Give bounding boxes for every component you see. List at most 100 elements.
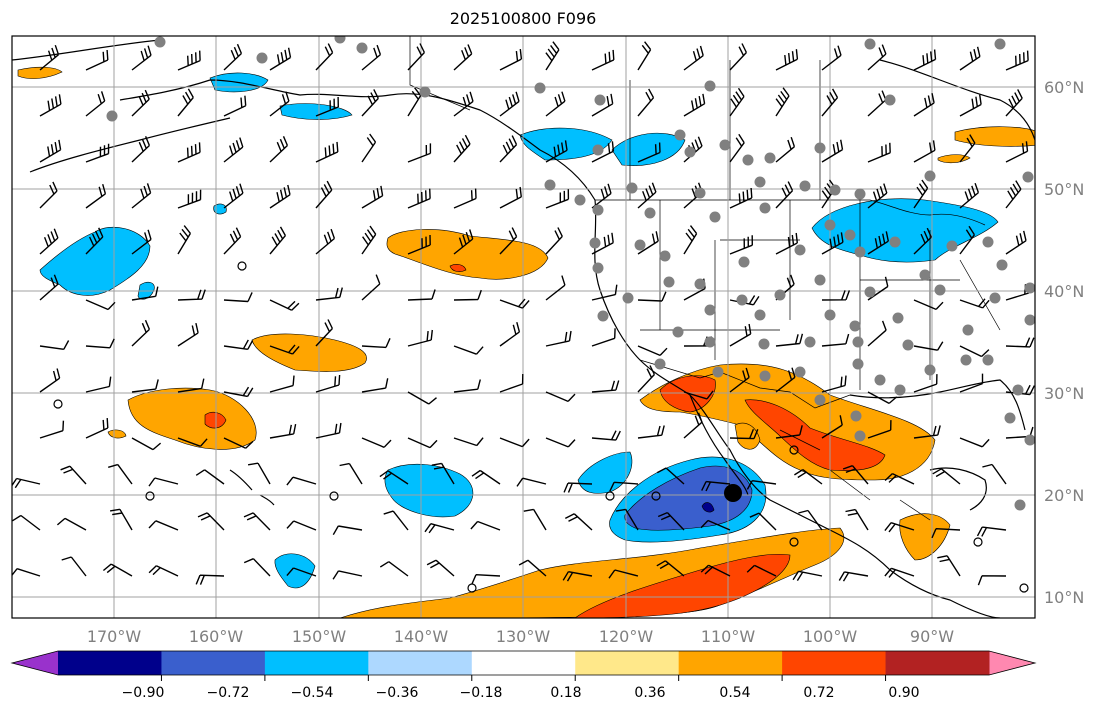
coastline-hudson [879, 59, 1035, 141]
wind-barb [913, 179, 929, 209]
wind-barb [637, 88, 655, 117]
wind-barb [821, 232, 844, 255]
calm-circle [973, 537, 983, 547]
blue-region-west-pacific [39, 226, 151, 296]
lat-label: 60°N [1044, 78, 1084, 97]
wind-barb [545, 227, 563, 255]
colorbar-label: −0.90 [122, 685, 165, 701]
wind-barb [197, 512, 225, 531]
station-marker [854, 430, 866, 442]
map-frame [11, 35, 1036, 619]
wind-barb [315, 319, 334, 347]
wind-barb [746, 480, 777, 490]
red-region-tropical-east [574, 553, 791, 618]
station-marker [592, 144, 604, 156]
wind-barb [545, 140, 568, 163]
station-marker [419, 86, 431, 98]
wind-barb [499, 186, 522, 209]
station-marker [534, 82, 546, 94]
coastlines [12, 39, 1035, 618]
station-marker [589, 237, 601, 249]
wind-barb [85, 338, 115, 349]
wind-barb [361, 185, 384, 209]
wind-barb [545, 275, 566, 301]
wind-barb [821, 139, 844, 163]
wind-barb [61, 556, 87, 577]
coastline-west-coast [594, 199, 1001, 618]
station-marker [754, 176, 766, 188]
map-title: 2025100800 F096 [449, 9, 597, 28]
wind-barb [131, 286, 159, 301]
wind-barb [959, 345, 990, 358]
wind-barb [591, 430, 621, 441]
wind-barb [932, 468, 961, 485]
wind-barb [39, 420, 65, 439]
wind-barb [315, 141, 339, 163]
wind-barb [60, 465, 87, 485]
lat-label: 30°N [1044, 384, 1084, 403]
wind-barb [637, 345, 668, 357]
orange-region-hawaii-west [127, 387, 257, 450]
station-marker [994, 38, 1006, 50]
wind-barb [85, 91, 106, 117]
station-marker [709, 211, 721, 223]
station-marker [814, 394, 826, 406]
wind-barb [729, 428, 759, 440]
wind-barb [269, 184, 291, 209]
wind-barb [269, 423, 297, 439]
wind-barb [269, 226, 287, 255]
wind-barb [223, 137, 244, 163]
wind-barb [426, 559, 455, 577]
wind-barb [453, 229, 474, 255]
station-marker [154, 36, 166, 48]
wind-barb [683, 390, 714, 400]
wind-barb [148, 565, 179, 577]
station-marker [982, 236, 994, 248]
wind-barb [615, 508, 639, 531]
station-marker [924, 364, 936, 376]
lon-label: 100°W [803, 627, 858, 646]
wind-barb [775, 425, 803, 439]
wind-barb [867, 183, 888, 209]
wind-barb [729, 133, 745, 163]
station-marker [694, 278, 706, 290]
wind-barb [471, 574, 501, 585]
wind-barb [931, 528, 961, 539]
station-marker [852, 336, 864, 348]
political-borders [409, 36, 1001, 521]
station-marker [659, 250, 671, 262]
lon-label: 130°W [496, 627, 551, 646]
wind-barb [269, 299, 300, 311]
wind-barb [315, 228, 336, 255]
wind-barb [982, 463, 1007, 485]
wind-barb [637, 365, 656, 393]
wind-barb [959, 94, 982, 117]
wind-barb [821, 333, 850, 347]
wind-barb [637, 231, 659, 255]
wind-barb [609, 481, 639, 492]
wind-barb [518, 559, 547, 577]
wind-barb [700, 564, 731, 577]
wind-barb [424, 523, 455, 534]
orange-region-aleutian [17, 66, 63, 79]
wind-barb [286, 476, 317, 486]
station-marker [814, 274, 826, 286]
wind-barb [361, 378, 389, 393]
wind-barb [821, 290, 851, 301]
station-marker [738, 256, 750, 268]
wind-barb [453, 289, 482, 301]
wind-barb [867, 420, 892, 439]
wind-barb [223, 43, 243, 71]
orange-region-central-north [386, 229, 549, 280]
colorbar-segment [58, 651, 162, 675]
wind-barb [937, 555, 961, 577]
wind-barb [637, 41, 652, 71]
wind-barb [177, 289, 206, 301]
wind-barb [131, 229, 152, 255]
wind-barb [453, 188, 477, 209]
wind-barb [913, 227, 932, 255]
wind-barb [195, 469, 225, 485]
station-marker [626, 182, 638, 194]
wind-barb [131, 89, 150, 117]
